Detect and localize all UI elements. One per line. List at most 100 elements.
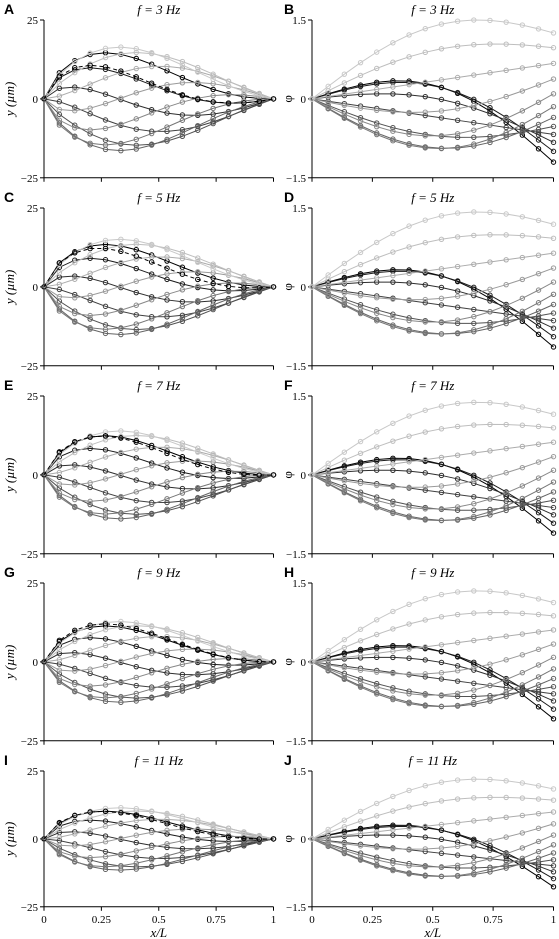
panel-title: f = 5 Hz [411, 190, 454, 205]
y-tick-label: 0 [300, 469, 306, 481]
panel: Gf = 9 Hz−25025y (µm) [0, 563, 280, 751]
y-tick-label: 1.5 [292, 391, 306, 403]
panel: Ff = 7 Hz−1.501.5φ [280, 376, 559, 564]
y-tick-label: 0 [300, 834, 306, 846]
series-line [44, 474, 274, 513]
x-tick-label: 1 [550, 914, 556, 926]
series-marker [551, 266, 555, 270]
series-line [312, 839, 554, 866]
x-tick-label: 0.75 [483, 914, 503, 926]
y-tick-label: 1.5 [292, 203, 306, 215]
panel-C: Cf = 5 Hz−25025y (µm) [0, 188, 280, 376]
y-axis-label: y (µm) [2, 82, 17, 119]
series-line [44, 662, 274, 698]
y-axis-label: φ [280, 835, 295, 843]
series-line [312, 662, 554, 694]
series-marker [551, 642, 555, 646]
series-line [312, 402, 554, 475]
series-marker [551, 334, 555, 338]
panel-title: f = 9 Hz [411, 565, 454, 580]
dashed-reference-line [44, 624, 274, 662]
y-tick-label: 0 [33, 834, 39, 846]
series-line [44, 99, 274, 151]
y-tick-label: 1.5 [292, 578, 306, 590]
panel: Jf = 11 Hz−1.501.5φ00.250.50.751x/L [280, 751, 559, 939]
y-axis-label: y (µm) [2, 457, 17, 494]
panel-title: f = 7 Hz [411, 378, 454, 393]
x-tick-label: 0.25 [92, 914, 112, 926]
series-line [44, 662, 274, 702]
series-line [44, 287, 274, 329]
series-line [44, 637, 274, 662]
series-line [44, 430, 274, 474]
series-line [44, 464, 274, 488]
y-tick-label: 25 [27, 578, 39, 590]
panel-D: Df = 5 Hz−1.501.5φ [280, 188, 559, 376]
y-tick-label: −1.5 [286, 736, 306, 748]
figure-grid: Af = 3 Hz−25025y (µm)Bf = 3 Hz−1.501.5φC… [0, 0, 559, 939]
y-axis-label: φ [280, 471, 295, 479]
y-tick-label: 25 [27, 15, 39, 27]
y-tick-label: 0 [33, 469, 39, 481]
series-line [44, 99, 274, 145]
y-tick-label: −25 [21, 736, 39, 748]
y-tick-label: 25 [27, 203, 39, 215]
y-tick-label: −1.5 [286, 902, 306, 914]
series-line [44, 839, 274, 867]
series-line [44, 287, 274, 317]
y-axis-label: y (µm) [2, 269, 17, 306]
panel-F: Ff = 7 Hz−1.501.5φ [280, 376, 559, 564]
panel: Cf = 5 Hz−25025y (µm) [0, 188, 280, 376]
series-marker [551, 677, 555, 681]
series-line [312, 99, 554, 135]
panel-letter: I [4, 752, 8, 768]
y-tick-label: −25 [21, 361, 39, 373]
series-line [44, 239, 274, 287]
x-tick-label: 0.75 [207, 914, 227, 926]
panel-letter: E [4, 377, 13, 393]
series-line [44, 447, 274, 475]
x-tick-label: 0 [309, 914, 315, 926]
panel: If = 11 Hz−25025y (µm)00.250.50.751x/L [0, 751, 280, 939]
y-tick-label: −1.5 [286, 173, 306, 185]
x-tick-label: 0 [41, 914, 47, 926]
series-line [44, 653, 274, 675]
panel-title: f = 7 Hz [137, 378, 180, 393]
panel-J: Jf = 11 Hz−1.501.5φ00.250.50.751x/L [280, 751, 559, 939]
series-line [44, 82, 274, 110]
series-line [44, 474, 274, 518]
panel-A: Af = 3 Hz−25025y (µm) [0, 0, 280, 188]
y-axis-label: φ [280, 95, 295, 103]
panel-E: Ef = 7 Hz−25025y (µm) [0, 376, 280, 564]
panel: Ef = 7 Hz−25025y (µm) [0, 376, 280, 564]
panel: Df = 5 Hz−1.501.5φ [280, 188, 559, 376]
y-tick-label: −1.5 [286, 548, 306, 560]
series-line [44, 662, 274, 687]
y-tick-label: 0 [300, 282, 306, 294]
series-line [312, 212, 554, 287]
y-tick-label: 25 [27, 766, 39, 778]
series-line [44, 839, 274, 870]
series-line [44, 622, 274, 662]
series-marker [551, 851, 555, 855]
series-line [44, 257, 274, 287]
series-line [44, 47, 274, 99]
series-line [312, 20, 554, 99]
panel-G: Gf = 9 Hz−25025y (µm) [0, 563, 280, 751]
panel-title: f = 11 Hz [134, 753, 183, 768]
y-tick-label: −1.5 [286, 361, 306, 373]
panel: Bf = 3 Hz−1.501.5φ [280, 0, 559, 188]
x-axis-label: x/L [149, 925, 167, 939]
y-tick-label: −25 [21, 173, 39, 185]
panel-letter: A [4, 1, 14, 17]
panel-letter: J [284, 752, 292, 768]
panel-title: f = 3 Hz [411, 2, 454, 17]
series-marker [551, 512, 555, 516]
dashed-reference-line [44, 248, 274, 287]
series-line [44, 66, 274, 98]
x-tick-label: 0.25 [362, 914, 382, 926]
series-line [44, 461, 274, 485]
panel-H: Hf = 9 Hz−1.501.5φ [280, 563, 559, 751]
panel: Af = 3 Hz−25025y (µm) [0, 0, 280, 188]
series-line [312, 779, 554, 839]
